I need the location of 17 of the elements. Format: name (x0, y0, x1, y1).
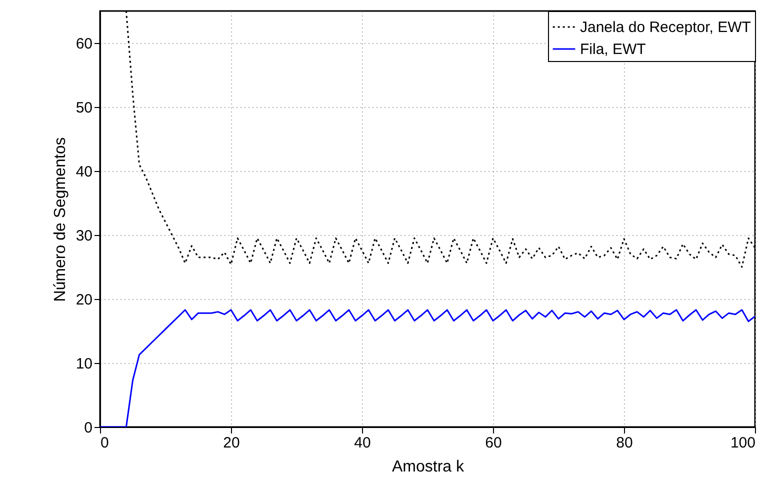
y-tick-label: 20 (76, 292, 92, 308)
y-tick-label: 10 (76, 356, 92, 372)
legend-label: Fila, EWT (580, 41, 646, 58)
x-tick-label: 0 (100, 434, 109, 452)
y-tick-label: 50 (76, 100, 92, 116)
y-tick-label: 40 (76, 164, 92, 180)
x-tick-label: 80 (616, 434, 633, 452)
x-tick-label: 20 (223, 434, 240, 452)
y-tick-label: 60 (76, 36, 92, 52)
x-axis-title: Amostra k (392, 458, 466, 476)
legend-label: Janela do Receptor, EWT (580, 19, 751, 36)
x-tick-label: 60 (485, 434, 502, 452)
y-tick-label: 0 (84, 420, 92, 436)
y-tick-label: 30 (76, 228, 92, 244)
x-tick-label: 40 (354, 434, 371, 452)
y-axis-title: Número de Segmentos (52, 137, 69, 302)
x-tick-label: 100 (730, 434, 756, 452)
